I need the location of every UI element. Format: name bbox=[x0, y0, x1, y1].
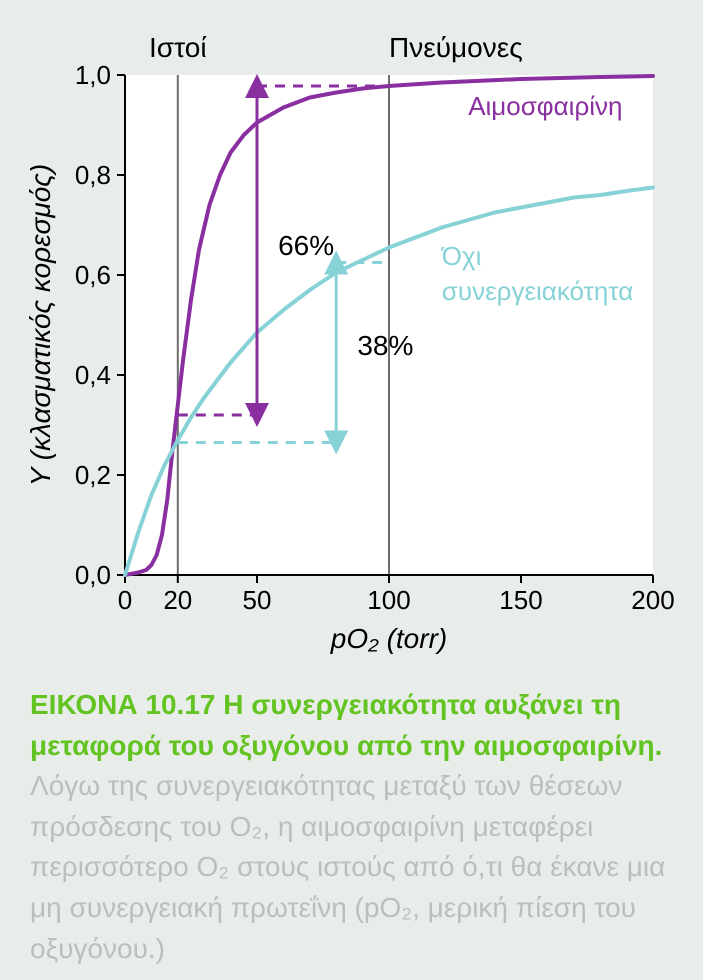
chart-area: Ιστοί Πνεύμονες 0 20 50 100 150 200 0,0 0,2 0,4 0,6… bbox=[20, 20, 683, 660]
figure-body: Λόγω της συνεργειακότητας μεταξύ των θέσ… bbox=[30, 770, 665, 963]
series-label-hemoglobin: Αιμοσφαιρίνη bbox=[468, 91, 622, 121]
svg-text:0: 0 bbox=[118, 585, 132, 615]
annotation-38: 38% bbox=[357, 330, 413, 361]
figure-caption: ΕΙΚΟΝΑ 10.17 Η συνεργειακότητα αυξάνει τ… bbox=[30, 685, 673, 969]
svg-text:0,4: 0,4 bbox=[75, 360, 111, 390]
figure-number: ΕΙΚΟΝΑ 10.17 bbox=[30, 689, 215, 720]
saturation-chart: Ιστοί Πνεύμονες 0 20 50 100 150 200 0,0 0,2 0,4 0,6… bbox=[20, 20, 683, 660]
page: Ιστοί Πνεύμονες 0 20 50 100 150 200 0,0 0,2 0,4 0,6… bbox=[0, 0, 703, 980]
svg-text:0,8: 0,8 bbox=[75, 160, 111, 190]
annotation-66: 66% bbox=[278, 230, 334, 261]
y-axis-label: Y (κλασματικός κορεσμός) bbox=[25, 164, 56, 486]
svg-text:150: 150 bbox=[499, 585, 542, 615]
top-label-lungs: Πνεύμονες bbox=[389, 32, 523, 63]
svg-text:20: 20 bbox=[163, 585, 192, 615]
svg-text:0,2: 0,2 bbox=[75, 460, 111, 490]
x-axis-label: pO₂ (torr) bbox=[330, 623, 447, 654]
svg-text:50: 50 bbox=[243, 585, 272, 615]
svg-text:1,0: 1,0 bbox=[75, 60, 111, 90]
series-label-noncoop-1: Όχι bbox=[441, 241, 482, 271]
svg-text:200: 200 bbox=[631, 585, 674, 615]
svg-text:0,0: 0,0 bbox=[75, 560, 111, 590]
svg-text:0,6: 0,6 bbox=[75, 260, 111, 290]
svg-text:100: 100 bbox=[367, 585, 410, 615]
series-label-noncoop-2: συνεργειακότητα bbox=[442, 276, 633, 306]
top-label-tissues: Ιστοί bbox=[149, 32, 207, 63]
